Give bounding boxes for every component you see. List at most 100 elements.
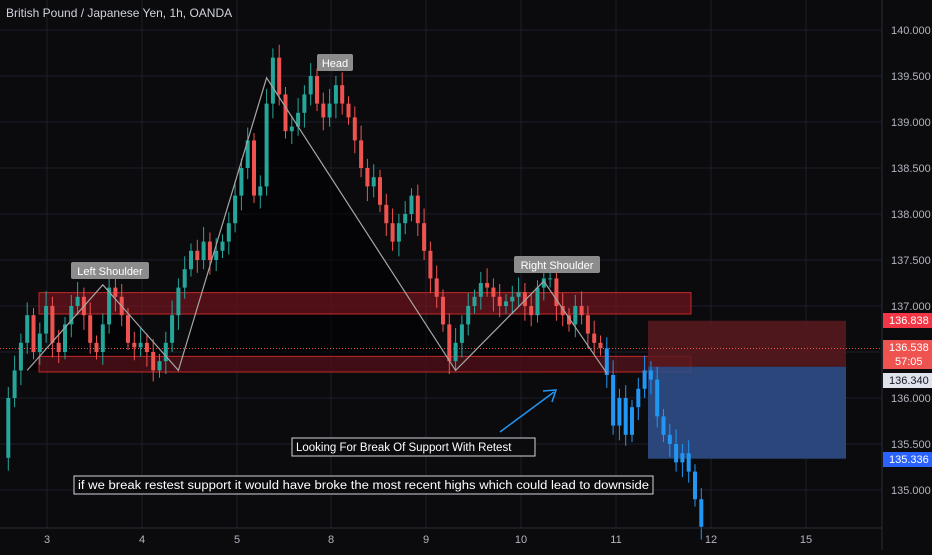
stop-price-tag-bg	[883, 313, 932, 328]
head-shoulders-line	[26, 76, 608, 374]
projection-candle-body	[630, 407, 634, 435]
projection-candle-body	[617, 398, 622, 426]
candle-body	[37, 333, 42, 352]
x-axis: 3 4 5 8 9 10 11 12 15	[0, 527, 882, 546]
candle-body	[94, 342, 99, 352]
entry-price-tag: 136.340	[889, 375, 929, 387]
candle-body	[579, 306, 584, 316]
candle-body	[510, 296, 515, 302]
y-tick-label: 137.000	[891, 301, 931, 313]
current-price-tag: 136.538	[889, 342, 929, 354]
candle-body	[100, 324, 105, 352]
candle-body	[321, 103, 326, 118]
x-tick-label: 5	[234, 534, 240, 546]
arrow-line	[499, 391, 555, 433]
candle-body	[31, 315, 36, 352]
candle-body	[554, 278, 559, 306]
y-tick-label: 135.000	[891, 485, 931, 497]
candle-body	[359, 140, 364, 168]
projection-candle-body	[636, 388, 641, 408]
candle-body	[415, 195, 420, 224]
projection-candle-body	[604, 348, 609, 375]
candle-body	[466, 306, 471, 325]
candle-body	[485, 283, 490, 288]
candle-body	[548, 278, 553, 280]
left-shoulder-label: Left Shoulder	[77, 266, 143, 278]
x-tick-label: 11	[610, 534, 621, 546]
y-tick-label: 139.000	[891, 117, 931, 129]
downside-note-box	[73, 475, 654, 495]
candle-body	[132, 342, 137, 348]
projection-candle-body	[686, 453, 691, 472]
downside-note: if we break restest support it would hav…	[78, 480, 649, 492]
candle-body	[163, 342, 168, 362]
candle-body	[44, 306, 49, 334]
candle-body	[56, 342, 61, 352]
left-shoulder-label-bg	[71, 262, 149, 279]
x-tick-label: 12	[705, 534, 717, 546]
projection-candle-body	[680, 453, 685, 463]
y-tick-label: 139.500	[891, 71, 931, 83]
projection-candle-body	[611, 375, 616, 426]
head-label: Head	[322, 58, 348, 70]
entry-price-tag-bg	[883, 373, 932, 388]
right-shoulder-label-bg	[514, 256, 600, 273]
arrow-head	[542, 389, 558, 403]
candle-body	[315, 76, 319, 104]
candle-body	[352, 117, 357, 141]
candle-body	[296, 112, 301, 127]
candle-body	[226, 223, 231, 242]
candle-body	[378, 177, 382, 205]
candle-body	[592, 333, 597, 343]
y-axis: 135.000135.500136.000136.500137.000137.5…	[881, 0, 931, 550]
candle-body	[189, 250, 193, 270]
x-tick-label: 8	[328, 534, 334, 546]
candle-body	[422, 223, 427, 251]
candle-body	[573, 306, 578, 325]
candle-body	[126, 315, 130, 343]
projection-candle-body	[642, 370, 647, 389]
candle-body	[346, 103, 351, 118]
y-tick-label: 136.000	[891, 393, 931, 405]
candle-body	[157, 361, 162, 371]
candle-body	[107, 287, 112, 325]
candle-body	[560, 306, 565, 316]
projection-candle-body	[699, 499, 704, 527]
candle-body	[252, 140, 256, 196]
y-tick-label: 135.500	[891, 439, 931, 451]
candle-body	[195, 250, 200, 260]
current-price-tag-bg	[883, 340, 932, 369]
pattern-shading	[27, 77, 607, 374]
candle-body	[264, 103, 269, 187]
x-tick-label: 9	[423, 534, 429, 546]
x-tick-label: 15	[800, 534, 812, 546]
y-tick-label: 140.000	[891, 25, 931, 37]
candle-body	[434, 278, 439, 297]
target-price-tag: 135.336	[889, 454, 929, 466]
candle-body	[453, 342, 458, 362]
right-shoulder-label: Right Shoulder	[521, 260, 594, 272]
candle-body	[277, 57, 282, 95]
y-tick-label: 138.000	[891, 209, 931, 221]
target-price-tag-bg	[883, 452, 932, 467]
candle-body	[308, 76, 313, 95]
candle-body	[283, 94, 288, 132]
candle-body	[69, 306, 74, 325]
break-note-box	[291, 437, 536, 457]
candle-body	[497, 296, 502, 306]
candle-body	[18, 342, 23, 371]
candle-body	[170, 315, 175, 343]
candle-body	[504, 301, 508, 306]
candle-body	[327, 103, 332, 118]
candle-body	[63, 324, 67, 352]
candle-body	[113, 287, 118, 297]
support-zone	[38, 355, 692, 373]
candle-body	[50, 306, 55, 343]
projection-candle-body	[623, 398, 628, 435]
y-tick-label: 137.500	[891, 255, 931, 267]
stop-price-tag: 136.838	[889, 315, 929, 327]
candle-body	[302, 94, 307, 113]
candle-body	[472, 296, 477, 306]
